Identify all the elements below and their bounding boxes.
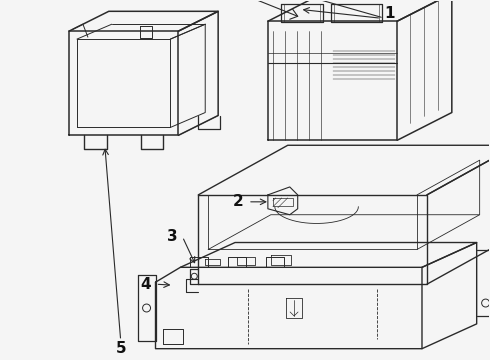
Text: 4: 4 — [140, 277, 151, 292]
Text: 2: 2 — [233, 194, 244, 209]
Text: 5: 5 — [116, 341, 126, 356]
Text: 1: 1 — [384, 6, 394, 21]
Text: 3: 3 — [167, 229, 178, 244]
